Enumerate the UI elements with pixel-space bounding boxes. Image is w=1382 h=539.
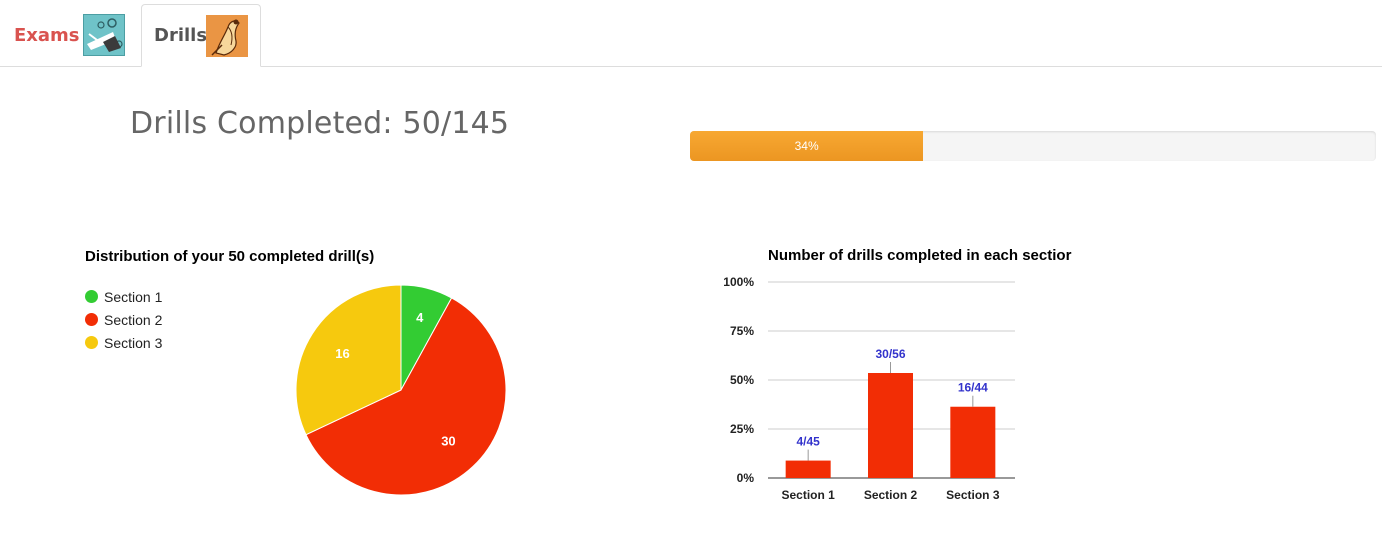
legend-swatch-section-3 (85, 336, 98, 349)
x-tick-label: Section 1 (781, 488, 835, 502)
pie-data-label: 4 (416, 310, 424, 325)
pie-slice-section-3[interactable] (295, 284, 402, 436)
page-title: Drills Completed: 50/145 (130, 106, 510, 141)
y-tick-label: 75% (730, 324, 754, 338)
x-tick-label: Section 2 (864, 488, 918, 502)
bar-section-1[interactable] (785, 460, 831, 478)
tab-drills-label: Drills (154, 25, 208, 46)
tab-exams[interactable]: Exams (0, 4, 138, 66)
pie-chart: 4 30 16 (295, 284, 507, 496)
progress-bar: 34% (690, 131, 1376, 161)
bar-section-2[interactable] (868, 373, 913, 478)
tab-bar: Exams Drills (0, 0, 1382, 67)
y-tick-label: 25% (730, 422, 754, 436)
bar-chart-title: Number of drills completed in each secti… (768, 247, 1072, 264)
legend-item: Section 2 (84, 308, 162, 331)
legend-item: Section 3 (84, 331, 162, 354)
legend-swatch-section-2 (85, 313, 98, 326)
tab-drills[interactable]: Drills (141, 4, 261, 67)
bar-annotation: 30/56 (875, 347, 905, 361)
legend-label: Section 2 (104, 311, 163, 328)
pie-legend: Section 1 Section 2 Section 3 (84, 285, 162, 354)
legend-label: Section 1 (104, 288, 163, 305)
y-tick-label: 50% (730, 373, 754, 387)
pie-slice-section-2[interactable] (305, 297, 507, 496)
bar-section-3[interactable] (950, 406, 996, 478)
pie-data-label: 30 (441, 434, 455, 449)
exam-illustration-icon (83, 14, 125, 56)
y-tick-label: 0% (737, 471, 755, 485)
y-tick-label: 100% (723, 275, 754, 289)
progress-fill: 34% (690, 131, 924, 161)
bar-annotation: 16/44 (958, 381, 988, 395)
pie-chart-title: Distribution of your 50 completed drill(… (85, 248, 375, 265)
legend-item: Section 1 (84, 285, 162, 308)
drills-illustration-icon (206, 15, 248, 57)
bar-annotation: 4/45 (796, 435, 820, 449)
progress-label: 34% (794, 139, 819, 153)
pie-data-label: 16 (335, 346, 349, 361)
bar-chart: 0% 25% 50% 75% 100% 4/45 Section 1 30/56 Section… (723, 275, 1015, 502)
tab-exams-label: Exams (14, 24, 80, 46)
legend-swatch-section-1 (85, 290, 98, 303)
x-tick-label: Section 3 (946, 488, 1000, 502)
legend-label: Section 3 (104, 334, 163, 351)
